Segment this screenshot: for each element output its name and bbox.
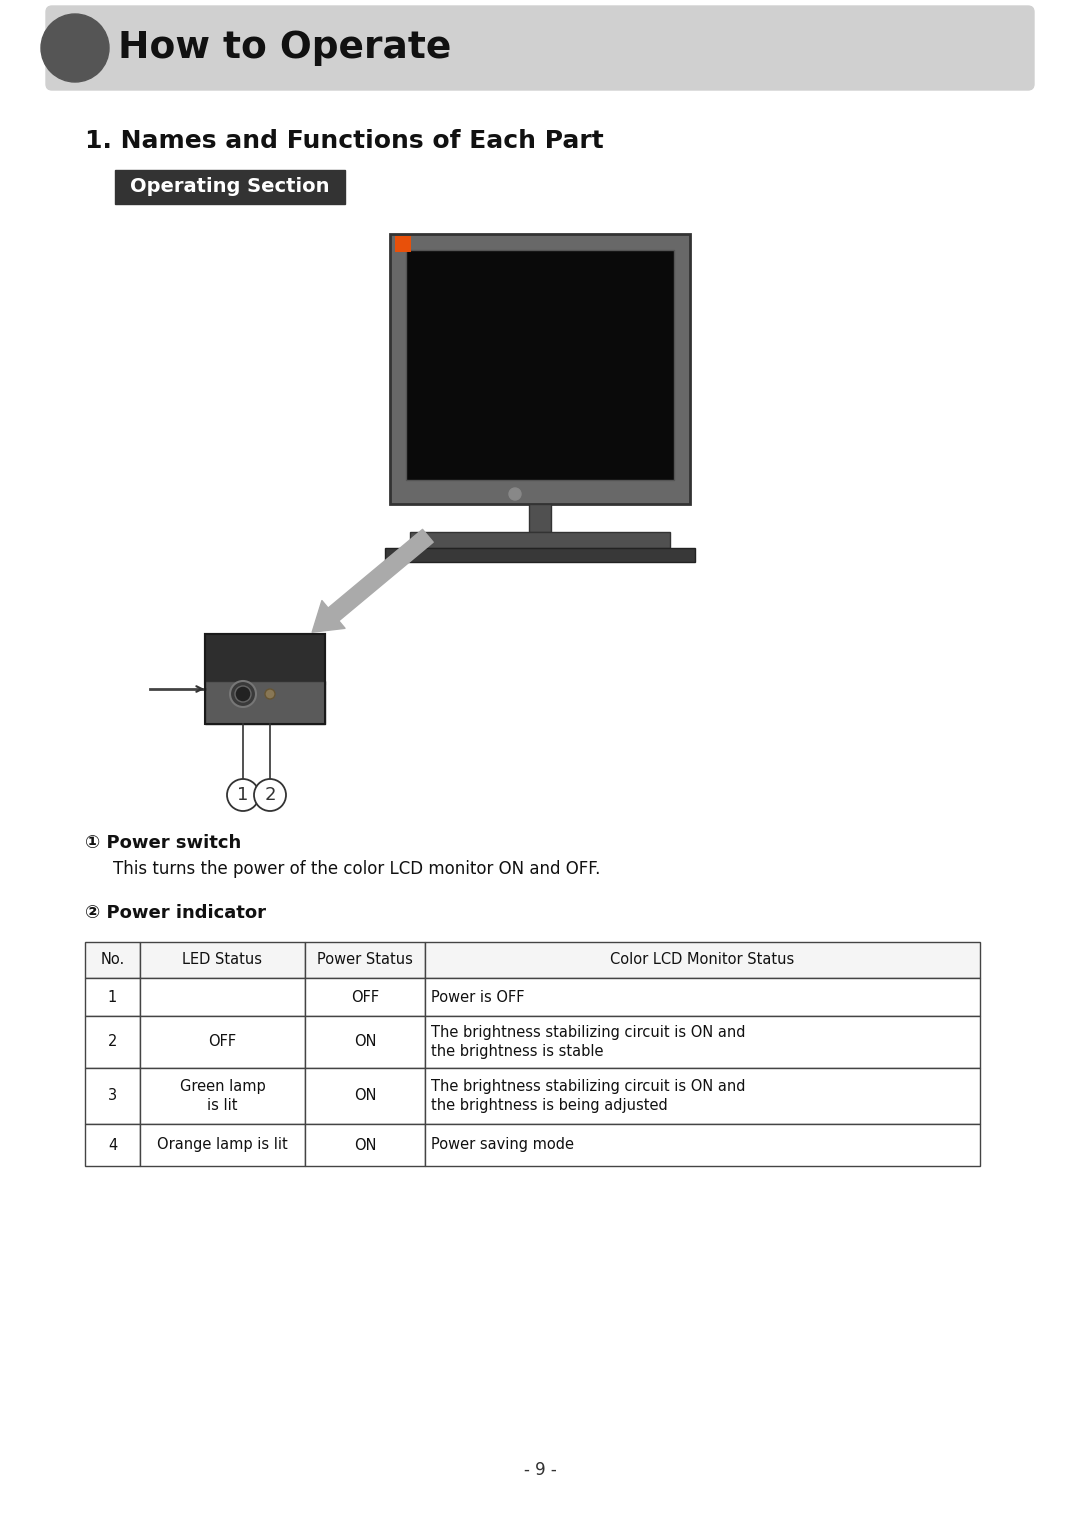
Text: ② Power indicator: ② Power indicator: [85, 904, 266, 922]
Bar: [85, 1067, 140, 1123]
Text: 1. Names and Functions of Each Part: 1. Names and Functions of Each Part: [85, 129, 604, 153]
Bar: [305, 978, 426, 1016]
Circle shape: [41, 14, 109, 82]
Bar: [395, 236, 411, 251]
Circle shape: [509, 488, 521, 500]
Bar: [114, 170, 345, 204]
Text: The brightness stabilizing circuit is ON and
the brightness is being adjusted: The brightness stabilizing circuit is ON…: [431, 1079, 745, 1113]
Text: ① Power switch: ① Power switch: [85, 834, 241, 852]
Bar: [85, 1016, 140, 1067]
Bar: [426, 978, 980, 1016]
Circle shape: [265, 689, 275, 699]
Text: OFF: OFF: [208, 1034, 237, 1049]
Bar: [426, 1016, 980, 1067]
Circle shape: [230, 681, 256, 707]
FancyArrowPatch shape: [312, 530, 433, 633]
Text: ON: ON: [354, 1137, 376, 1152]
Text: 4: 4: [108, 1137, 117, 1152]
Bar: [140, 1067, 305, 1123]
Bar: [410, 531, 670, 548]
Text: 1: 1: [238, 786, 248, 804]
Text: How to Operate: How to Operate: [118, 30, 451, 67]
Bar: [529, 504, 551, 531]
Bar: [305, 942, 426, 978]
Bar: [205, 681, 325, 724]
Bar: [426, 942, 980, 978]
Text: - 9 -: - 9 -: [524, 1461, 556, 1479]
Bar: [205, 634, 325, 724]
Text: 2: 2: [108, 1034, 118, 1049]
Text: LED Status: LED Status: [183, 952, 262, 967]
Bar: [406, 250, 674, 480]
Text: Operating Section: Operating Section: [131, 177, 329, 197]
Bar: [85, 978, 140, 1016]
Text: Orange lamp is lit: Orange lamp is lit: [157, 1137, 288, 1152]
Circle shape: [235, 686, 251, 702]
Bar: [140, 1123, 305, 1166]
Bar: [305, 1067, 426, 1123]
Text: This turns the power of the color LCD monitor ON and OFF.: This turns the power of the color LCD mo…: [113, 860, 600, 878]
Text: 1: 1: [108, 990, 117, 1004]
Bar: [140, 1016, 305, 1067]
Circle shape: [227, 780, 259, 812]
Text: The brightness stabilizing circuit is ON and
the brightness is stable: The brightness stabilizing circuit is ON…: [431, 1025, 745, 1060]
Text: OFF: OFF: [351, 990, 379, 1004]
Bar: [305, 1016, 426, 1067]
Bar: [426, 1123, 980, 1166]
Text: Power saving mode: Power saving mode: [431, 1137, 573, 1152]
Bar: [384, 548, 696, 562]
Text: No.: No.: [100, 952, 124, 967]
Text: Power is OFF: Power is OFF: [431, 990, 525, 1004]
Bar: [85, 942, 140, 978]
Bar: [140, 978, 305, 1016]
Bar: [205, 634, 325, 683]
Text: Color LCD Monitor Status: Color LCD Monitor Status: [610, 952, 795, 967]
Text: ON: ON: [354, 1034, 376, 1049]
FancyBboxPatch shape: [46, 6, 1034, 89]
Text: Power Status: Power Status: [318, 952, 413, 967]
Bar: [390, 235, 690, 504]
Bar: [426, 1067, 980, 1123]
Text: 3: 3: [108, 1089, 117, 1104]
Text: ON: ON: [354, 1089, 376, 1104]
Bar: [305, 1123, 426, 1166]
Text: Green lamp
is lit: Green lamp is lit: [179, 1079, 266, 1113]
Text: 2: 2: [265, 786, 275, 804]
Circle shape: [254, 780, 286, 812]
Bar: [140, 942, 305, 978]
Bar: [85, 1123, 140, 1166]
